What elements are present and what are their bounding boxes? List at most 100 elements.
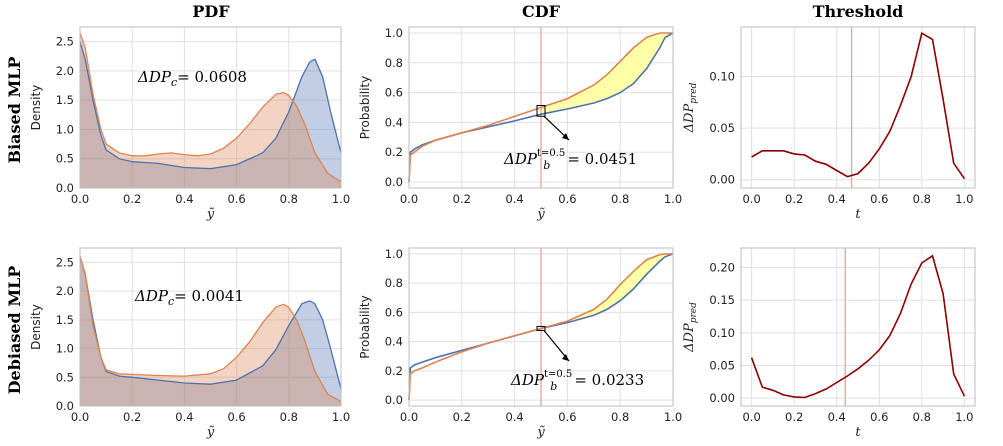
y-axis-label: Density [29,304,43,350]
y-tick-label: 0.15 [709,293,735,307]
panel-cdf-debiased: 0.0 0.2 0.4 0.6 0.8 1.0 0.0 0.2 0.4 0.6 0.8 1.0 ỹ Pro… [358,247,682,440]
y-tick-label: 0.2 [385,364,403,378]
series-line-blue [408,32,674,183]
y-tick-label: 2.5 [56,255,74,269]
x-tick-label: 0.6 [227,192,245,206]
y-tick-label: 0.10 [709,326,735,340]
y-tick-label: 0.2 [385,145,403,159]
annot-sup: t=0.5 [537,148,565,159]
x-tick-label: 0.8 [611,410,629,424]
annot-label: ΔDP [134,287,169,305]
annot-value: = 0.0233 [574,371,644,389]
col-title-pdf: PDF [192,2,230,21]
cdf-gap-fill [541,33,673,115]
chart-panels: 0.0 0.2 0.4 0.6 0.8 1.0 0.0 0.5 1.0 1.5 2.0 2.5 ỹ Den… [29,26,976,440]
annot-value: = 0.0041 [174,287,244,305]
x-tick-label: 1.0 [332,192,350,206]
annot-value: = 0.0608 [177,68,247,86]
x-tick-label: 0.0 [400,192,418,206]
annot-label: ΔDP [510,371,545,389]
x-tick-label: 0.2 [123,192,141,206]
annot-sub: c [171,76,177,89]
axes-frame [408,26,674,189]
y-axis-label: ΔDPpred [682,302,699,353]
x-tick-label: 1.0 [332,410,350,424]
y-tick-label: 0.6 [385,305,403,319]
y-axis-label-sub: pred [689,82,699,103]
x-tick-label: 0.8 [611,192,629,206]
x-tick-label: 0.4 [505,192,523,206]
y-tick-label: 1.0 [385,247,403,261]
x-tick-label: 0.6 [558,192,576,206]
axes-frame [740,26,976,189]
x-tick-label: 0.2 [453,192,471,206]
y-tick-label: 1.0 [56,342,74,356]
y-tick-label: 0.8 [385,276,403,290]
gap-marker [536,325,546,331]
gap-arrowhead [562,354,569,361]
x-tick-label: 0.4 [175,410,193,424]
series-line-orange [408,32,673,183]
density-line-orange [79,32,342,183]
gap-marker [536,105,546,117]
y-tick-label: 2.5 [56,35,74,49]
panel-pdf-biased: 0.0 0.2 0.4 0.6 0.8 1.0 0.0 0.5 1.0 1.5 2.0 2.5 ỹ Den… [29,26,350,222]
axes-frame [408,247,674,407]
y-axis-label: Probability [358,76,372,139]
y-tick-label: 1.0 [385,26,403,40]
x-tick-label: 0.4 [828,192,846,206]
density-area-orange [80,32,341,189]
y-tick-label: 0.05 [709,121,735,135]
x-axis-label: ỹ [206,207,215,222]
annot-sub: b [550,380,557,393]
y-tick-label: 0.00 [709,173,735,187]
x-axis-label: t [855,425,861,440]
density-area-orange [80,256,341,406]
axes-frame [79,26,342,189]
delta-dp-annotation: ΔDPt=0.5 b = 0.0233 [510,369,644,393]
x-axis-label: ỹ [536,207,545,222]
y-axis-label: ΔDPpred [682,82,699,133]
y-tick-label: 0.0 [56,181,74,195]
x-tick-label: 0.0 [71,410,89,424]
x-tick-label: 0.0 [400,410,418,424]
series-line-threshold_line [751,31,966,180]
density-area-blue [80,41,341,188]
axes-frame [740,247,976,407]
panel-cdf-biased: 0.0 0.2 0.4 0.6 0.8 1.0 0.0 0.2 0.4 0.6 0.8 1.0 ỹ Pro… [358,26,682,222]
series-line-threshold_line [750,254,966,399]
x-tick-label: 1.0 [955,410,973,424]
cdf-gap-fill [541,253,673,329]
y-axis-label: Density [29,85,43,131]
y-tick-label: 1.5 [56,313,74,327]
panel-threshold-biased: 0.0 0.2 0.4 0.6 0.8 1.0 0.00 0.05 0.10 t ΔDPpred [682,26,976,222]
density-area-blue [80,256,341,406]
annot-sup: t=0.5 [544,369,572,380]
x-tick-label: 0.6 [558,410,576,424]
x-tick-label: 0.6 [227,410,245,424]
x-tick-label: 0.4 [828,410,846,424]
y-tick-label: 0.8 [385,56,403,70]
x-tick-label: 0.0 [742,410,760,424]
gap-arrowhead [562,133,569,140]
row-label-biased: Biased MLP [5,57,24,164]
y-tick-label: 0.05 [709,359,735,373]
x-tick-label: 0.8 [280,410,298,424]
y-tick-label: 0.4 [385,335,403,349]
density-line-orange [79,256,342,402]
row-label-debiased: Debiased MLP [5,266,24,395]
delta-dp-annotation: ΔDPt=0.5 b = 0.0451 [503,148,637,172]
x-tick-label: 1.0 [664,410,682,424]
y-tick-label: 2.0 [56,284,74,298]
annot-value: = 0.0451 [567,150,637,168]
y-tick-label: 0.0 [385,175,403,189]
x-tick-label: 0.6 [870,192,888,206]
col-title-threshold: Threshold [813,2,904,21]
x-tick-label: 0.6 [870,410,888,424]
series-line-orange [408,253,673,401]
x-axis-label: ỹ [536,425,545,440]
x-tick-label: 0.4 [175,192,193,206]
y-tick-label: 0.4 [385,115,403,129]
density-line-blue [79,41,342,170]
y-tick-label: 0.00 [709,391,735,405]
